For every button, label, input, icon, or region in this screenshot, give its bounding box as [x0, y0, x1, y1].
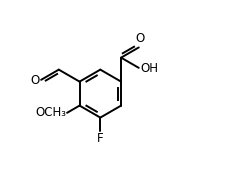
Text: OH: OH: [140, 62, 158, 75]
Text: OCH₃: OCH₃: [35, 106, 66, 119]
Text: F: F: [97, 132, 103, 145]
Text: O: O: [134, 32, 144, 45]
Text: O: O: [30, 74, 40, 87]
